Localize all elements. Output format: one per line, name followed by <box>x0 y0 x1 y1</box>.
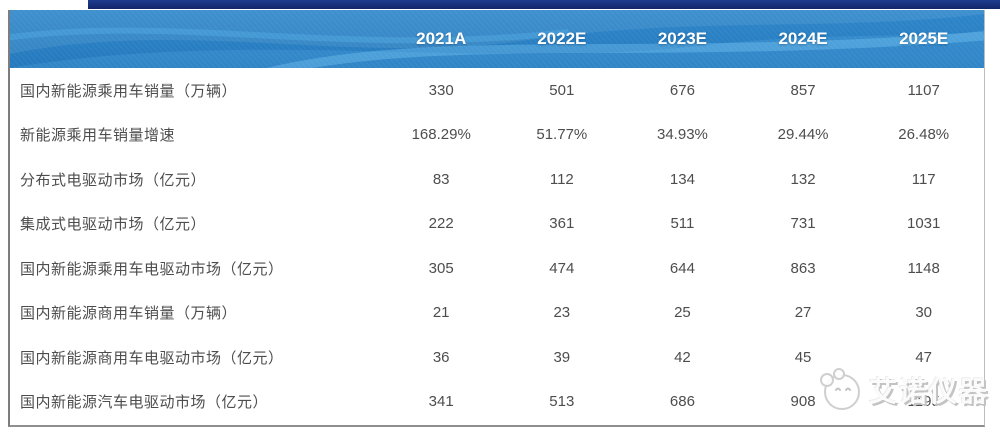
header-year-2021A: 2021A <box>416 29 467 48</box>
header-year-2024E: 2024E <box>778 29 828 48</box>
table-cell: 83 <box>432 170 450 188</box>
header-year-2025E: 2025E <box>899 29 949 48</box>
row-label: 国内新能源乘用车电驱动市场（亿元） <box>20 260 284 278</box>
table-cell: 29.44% <box>777 126 829 144</box>
table-cell: 1195 <box>907 393 940 411</box>
forecast-table: 2021A 2022E 2023E 2024E 2025E 国内新能源乘用车销量… <box>8 10 985 427</box>
table-cell: 134 <box>669 170 695 188</box>
table-row: 国内新能源乘用车销量（万辆） 330 501 676 857 1107 <box>10 68 984 113</box>
table-row: 国内新能源汽车电驱动市场（亿元） 341 513 686 908 1195 <box>10 380 984 425</box>
table-cell: 42 <box>674 348 691 366</box>
row-label: 国内新能源乘用车销量（万辆） <box>20 82 238 100</box>
table-row: 国内新能源商用车电驱动市场（亿元） 36 39 42 45 47 <box>10 335 984 380</box>
table-cell: 686 <box>669 393 695 411</box>
table-cell: 1107 <box>907 81 940 99</box>
table-cell: 51.77% <box>536 126 588 144</box>
table-cell: 39 <box>553 348 571 366</box>
table-cell: 26.48% <box>898 126 950 144</box>
table-cell: 474 <box>549 259 575 277</box>
table-cell: 222 <box>428 215 454 233</box>
table-cell: 45 <box>794 348 812 366</box>
table-cell: 341 <box>428 393 454 411</box>
table-cell: 863 <box>790 259 816 277</box>
table-row: 新能源乘用车销量增速 168.29% 51.77% 34.93% 29.44% … <box>10 113 984 158</box>
table-cell: 1148 <box>907 259 940 277</box>
table-cell: 731 <box>790 215 816 233</box>
table-row: 国内新能源乘用车电驱动市场（亿元） 305 474 644 863 1148 <box>10 246 984 291</box>
watermark-text: 艾诺仪器 <box>869 376 990 407</box>
table-cell: 676 <box>669 81 695 99</box>
table-cell: 1031 <box>907 215 941 233</box>
table-cell: 36 <box>432 348 450 366</box>
table-cell: 305 <box>428 259 454 277</box>
table-cell: 47 <box>915 348 933 366</box>
table-cell: 361 <box>549 215 575 233</box>
table-cell: 25 <box>674 304 691 322</box>
table-cell: 330 <box>428 81 454 99</box>
table-cell: 501 <box>549 81 575 99</box>
table-cell: 112 <box>549 170 574 188</box>
watermark-logo-icon <box>820 368 860 410</box>
table-cell: 23 <box>553 304 571 322</box>
table-row: 分布式电驱动市场（亿元） 83 112 134 132 117 <box>10 157 984 202</box>
watermark: 艾诺仪器 <box>815 366 989 414</box>
row-label: 分布式电驱动市场（亿元） <box>20 171 207 189</box>
table-header-banner: 2021A 2022E 2023E 2024E 2025E <box>10 10 984 68</box>
row-label: 国内新能源商用车销量（万辆） <box>20 305 238 323</box>
table-cell: 644 <box>669 259 695 277</box>
row-label: 集成式电驱动市场（亿元） <box>20 216 207 234</box>
table-row: 集成式电驱动市场（亿元） 222 361 511 731 1031 <box>10 202 984 247</box>
table-cell: 30 <box>915 304 933 322</box>
table-cell: 857 <box>790 81 816 99</box>
header-year-2022E: 2022E <box>537 29 587 48</box>
table-body: 国内新能源乘用车销量（万辆） 330 501 676 857 1107 新能源乘… <box>10 68 984 424</box>
table-row: 国内新能源商用车销量（万辆） 21 23 25 27 30 <box>10 291 984 336</box>
table-cell: 132 <box>790 170 816 188</box>
row-label: 国内新能源商用车电驱动市场（亿元） <box>20 349 284 367</box>
table-cell: 117 <box>911 170 936 188</box>
header-row: 2021A 2022E 2023E 2024E 2025E <box>10 10 984 68</box>
top-navy-bar <box>88 0 1000 9</box>
row-label: 国内新能源汽车电驱动市场（亿元） <box>20 394 269 412</box>
table-cell: 34.93% <box>657 126 708 144</box>
table-cell: 27 <box>794 304 812 322</box>
table-cell: 513 <box>549 393 575 411</box>
table-cell: 21 <box>432 304 450 322</box>
row-label: 新能源乘用车销量增速 <box>20 127 176 145</box>
table-cell: 511 <box>670 215 695 233</box>
table-cell: 168.29% <box>411 126 471 144</box>
header-year-2023E: 2023E <box>657 29 708 48</box>
table-cell: 908 <box>790 393 816 411</box>
